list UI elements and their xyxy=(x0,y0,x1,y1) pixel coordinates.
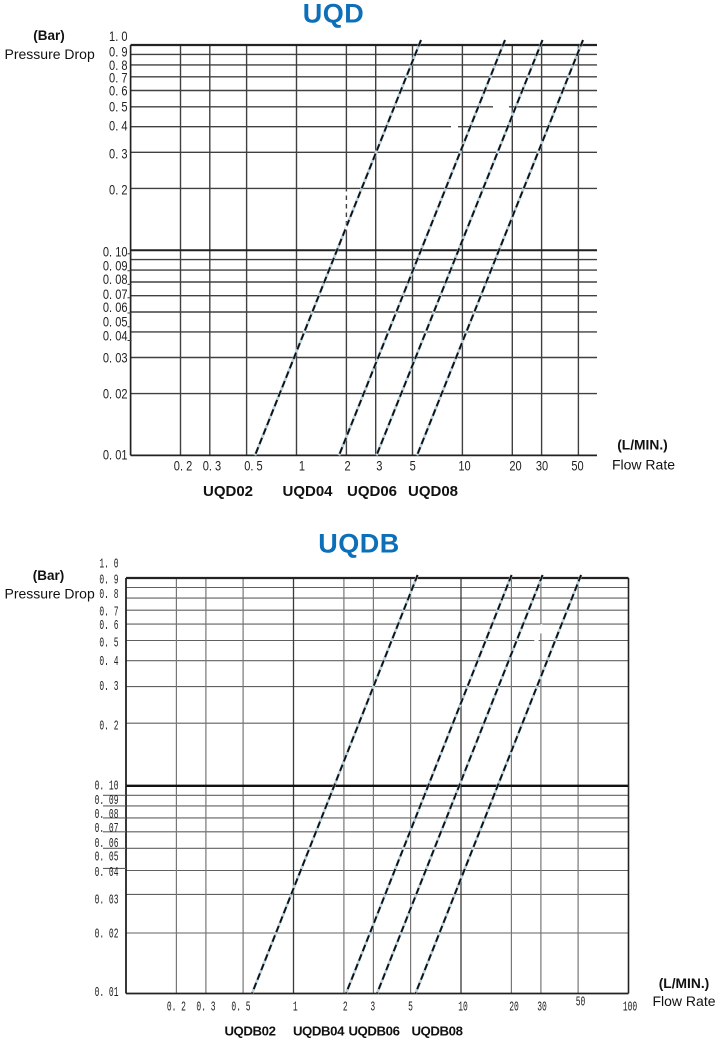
svg-text:UQD08: UQD08 xyxy=(408,483,458,500)
svg-text:3: 3 xyxy=(376,458,382,473)
svg-text:0. 2: 0. 2 xyxy=(174,458,193,473)
svg-text:1. 0: 1. 0 xyxy=(99,558,118,573)
svg-text:0. 6: 0. 6 xyxy=(99,619,118,634)
svg-text:0. 9: 0. 9 xyxy=(99,574,118,589)
svg-text:0. 4: 0. 4 xyxy=(109,118,128,133)
svg-text:0. 9: 0. 9 xyxy=(109,45,128,60)
svg-text:0. 5: 0. 5 xyxy=(244,458,263,473)
svg-text:10: 10 xyxy=(458,1001,468,1016)
svg-text:1: 1 xyxy=(299,458,305,473)
svg-text:Flow Rate: Flow Rate xyxy=(652,993,715,1009)
svg-text:0. 01: 0. 01 xyxy=(95,986,119,1001)
svg-text:0. 3: 0. 3 xyxy=(203,458,222,473)
svg-text:(Bar): (Bar) xyxy=(33,28,65,43)
svg-text:UQD02: UQD02 xyxy=(203,483,253,500)
svg-text:UQD06: UQD06 xyxy=(347,483,397,500)
svg-text:3: 3 xyxy=(370,1001,375,1016)
svg-text:20: 20 xyxy=(509,458,521,473)
svg-text:20: 20 xyxy=(509,1001,519,1016)
svg-text:(L/MIN.): (L/MIN.) xyxy=(617,438,668,453)
svg-text:0. 05: 0. 05 xyxy=(95,851,119,866)
svg-text:UQDB04: UQDB04 xyxy=(293,1023,345,1038)
svg-text:0. 2: 0. 2 xyxy=(99,720,118,735)
svg-text:0. 04: 0. 04 xyxy=(95,866,119,881)
svg-text:0. 7: 0. 7 xyxy=(109,70,128,85)
svg-text:30: 30 xyxy=(537,1001,547,1016)
svg-text:10: 10 xyxy=(458,458,470,473)
svg-text:0. 10: 0. 10 xyxy=(95,780,119,795)
svg-text:0. 02: 0. 02 xyxy=(95,927,119,942)
svg-text:0. 03: 0. 03 xyxy=(95,894,119,909)
svg-text:0. 2: 0. 2 xyxy=(167,1001,186,1016)
svg-text:0. 02: 0. 02 xyxy=(103,386,128,401)
svg-text:5: 5 xyxy=(408,1001,413,1016)
svg-text:0. 5: 0. 5 xyxy=(231,1001,250,1016)
svg-text:0. 04: 0. 04 xyxy=(103,328,128,343)
svg-text:UQDB06: UQDB06 xyxy=(348,1023,399,1038)
svg-text:0. 3: 0. 3 xyxy=(99,680,118,695)
svg-text:UQDB08: UQDB08 xyxy=(411,1023,462,1038)
svg-text:0. 06: 0. 06 xyxy=(95,837,119,852)
svg-text:0. 8: 0. 8 xyxy=(109,58,128,73)
svg-text:0. 06: 0. 06 xyxy=(103,300,128,315)
svg-text:0. 05: 0. 05 xyxy=(103,314,128,329)
svg-text:0. 5: 0. 5 xyxy=(99,636,118,651)
svg-text:2: 2 xyxy=(343,1001,348,1016)
svg-text:(L/MIN.): (L/MIN.) xyxy=(659,976,710,991)
svg-text:0. 01: 0. 01 xyxy=(103,447,128,462)
svg-text:0. 08: 0. 08 xyxy=(95,808,119,823)
svg-text:UQDB: UQDB xyxy=(318,529,400,559)
svg-text:Flow Rate: Flow Rate xyxy=(612,457,675,473)
svg-text:0. 03: 0. 03 xyxy=(103,350,128,365)
svg-text:0. 09: 0. 09 xyxy=(103,258,128,273)
svg-text:0. 3: 0. 3 xyxy=(109,146,128,161)
svg-text:0. 08: 0. 08 xyxy=(103,272,128,287)
svg-text:100: 100 xyxy=(623,1001,637,1016)
svg-text:0. 4: 0. 4 xyxy=(99,655,118,670)
svg-text:0. 10: 0. 10 xyxy=(103,245,128,260)
svg-text:Pressure Drop: Pressure Drop xyxy=(5,46,95,62)
svg-text:0. 3: 0. 3 xyxy=(196,1001,215,1016)
svg-text:30: 30 xyxy=(536,458,548,473)
svg-text:0. 2: 0. 2 xyxy=(109,182,128,197)
svg-text:UQDB02: UQDB02 xyxy=(224,1023,275,1038)
svg-text:0. 8: 0. 8 xyxy=(99,588,118,603)
svg-text:50: 50 xyxy=(576,996,586,1011)
svg-text:0. 07: 0. 07 xyxy=(95,822,119,837)
svg-text:Pressure Drop: Pressure Drop xyxy=(5,585,95,601)
svg-text:0. 6: 0. 6 xyxy=(109,83,128,98)
svg-text:0. 7: 0. 7 xyxy=(99,606,118,621)
svg-text:1. 0: 1. 0 xyxy=(109,29,128,44)
svg-text:2: 2 xyxy=(344,458,350,473)
svg-text:UQD04: UQD04 xyxy=(282,483,333,500)
svg-text:1: 1 xyxy=(293,1001,298,1016)
svg-text:0. 5: 0. 5 xyxy=(109,99,128,114)
svg-text:0. 09: 0. 09 xyxy=(95,794,119,809)
svg-text:0. 07: 0. 07 xyxy=(103,287,128,302)
svg-text:5: 5 xyxy=(410,458,416,473)
svg-text:(Bar): (Bar) xyxy=(33,568,65,583)
svg-text:UQD: UQD xyxy=(303,0,365,29)
svg-text:50: 50 xyxy=(571,458,583,473)
